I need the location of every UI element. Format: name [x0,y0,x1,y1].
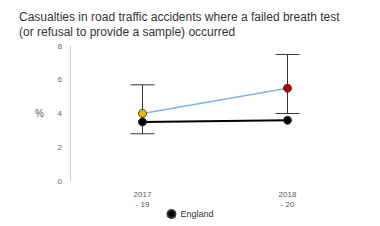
svg-text:Casualties in road traffic acc: Casualties in road traffic accidents whe… [19,10,340,24]
svg-text:2017: 2017 [134,190,152,199]
svg-text:- 20: - 20 [281,200,295,209]
svg-text:2018: 2018 [279,190,297,199]
svg-text:0: 0 [58,177,63,186]
svg-text:8: 8 [58,42,63,51]
svg-text:4: 4 [58,109,63,118]
svg-text:- 19: - 19 [136,200,150,209]
svg-text:6: 6 [58,75,63,84]
svg-text:2: 2 [58,143,63,152]
svg-text:(or refusal to provide a sampl: (or refusal to provide a sample) occurre… [19,25,235,39]
svg-text:England: England [180,209,213,219]
svg-text:%: % [35,108,44,119]
